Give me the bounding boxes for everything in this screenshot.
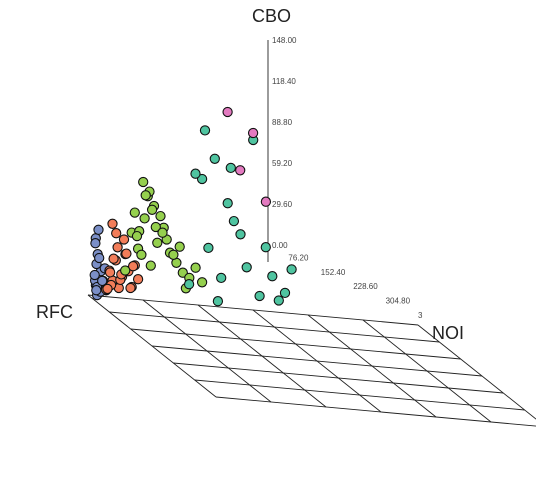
z-tick-label: 118.40 [272, 77, 296, 86]
data-point [102, 283, 113, 295]
data-point [136, 249, 147, 260]
grid-line [417, 324, 536, 420]
x-tick-label: 304.80 [386, 297, 411, 306]
data-point [138, 176, 149, 188]
grid-line [215, 396, 536, 427]
data-point [132, 274, 144, 285]
data-point [196, 173, 208, 185]
grid-line [173, 362, 504, 394]
y-axis-title: RFC [36, 302, 73, 322]
data-point [216, 272, 227, 284]
data-point [190, 168, 201, 179]
data-point [247, 127, 259, 139]
data-point [279, 287, 291, 299]
data-point [222, 198, 233, 209]
data-point [209, 153, 220, 164]
z-axis-title: CBO [252, 6, 291, 26]
z-tick-label: 148.00 [272, 36, 297, 45]
data-point [196, 277, 208, 288]
data-point [140, 190, 151, 201]
data-point [108, 253, 119, 264]
x-tick-label: 3 [418, 311, 423, 320]
data-point [91, 285, 102, 296]
data-point [150, 221, 161, 233]
x-tick-label: 152.40 [321, 268, 346, 277]
data-point [222, 106, 233, 118]
x-tick-label: 76.20 [288, 253, 309, 262]
data-point [107, 218, 118, 229]
data-point [129, 207, 140, 218]
z-tick-label: 29.60 [272, 200, 293, 209]
data-point [93, 224, 104, 235]
data-point [121, 248, 132, 259]
data-point [174, 241, 185, 252]
z-axis: 148.00 118.40 88.80 59.20 29.60 0.00 3 304.80 22… [267, 36, 423, 320]
x-tick-label: 228.60 [353, 282, 378, 291]
data-point [157, 227, 168, 238]
data-point [104, 267, 116, 278]
x-axis-title: NOI [432, 323, 464, 343]
data-point [127, 261, 139, 272]
data-point [145, 260, 156, 271]
data-point [260, 196, 272, 207]
data-point [97, 275, 108, 287]
data-point [260, 242, 271, 253]
data-point [235, 165, 246, 176]
data-point [152, 237, 163, 248]
data-point [111, 228, 122, 239]
data-point [241, 262, 252, 273]
data-point [89, 269, 100, 281]
data-point [125, 282, 136, 294]
data-point [228, 215, 240, 227]
data-points [89, 106, 297, 307]
z-tick-label: 59.20 [272, 159, 293, 168]
data-point [203, 242, 214, 254]
data-point [131, 230, 143, 242]
data-point [139, 213, 150, 224]
data-point [254, 290, 265, 302]
z-tick-label: 0.00 [272, 241, 288, 250]
grid-line [362, 319, 492, 423]
data-point [155, 210, 166, 222]
data-point [120, 265, 131, 276]
grid-line [151, 345, 483, 377]
data-point [225, 162, 236, 174]
data-point [286, 264, 297, 275]
grid-line [307, 314, 437, 418]
grid-line [194, 379, 525, 411]
data-point [168, 249, 179, 260]
z-tick-label: 88.80 [272, 118, 293, 127]
data-point [190, 262, 201, 273]
floor-grid [87, 294, 536, 427]
data-point [273, 295, 284, 306]
data-point [199, 125, 211, 136]
data-point [183, 279, 195, 290]
data-point [212, 296, 224, 307]
data-point [112, 242, 123, 253]
data-point [90, 238, 101, 249]
data-point [146, 204, 158, 215]
data-point [235, 229, 246, 240]
data-point [118, 234, 130, 245]
data-point [267, 271, 278, 282]
data-point [94, 252, 105, 264]
